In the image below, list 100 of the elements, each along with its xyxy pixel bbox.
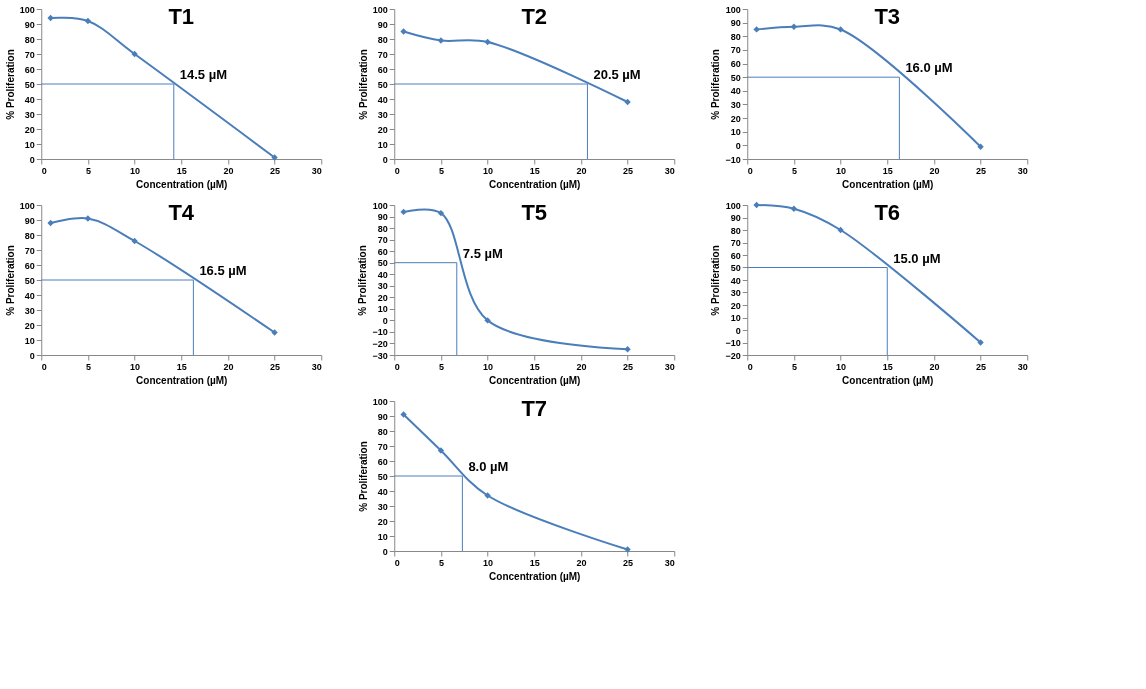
y-tick-label: −10 <box>725 338 741 348</box>
y-tick-label: 10 <box>377 304 388 315</box>
x-tick-label: 0 <box>41 165 47 176</box>
y-tick-label: 60 <box>377 246 388 257</box>
annotation: 7.5 µM <box>462 245 503 261</box>
y-tick-label: −20 <box>372 338 388 349</box>
y-tick-label: 90 <box>24 215 35 226</box>
x-tick-label: 0 <box>394 361 400 372</box>
point <box>271 154 278 161</box>
y-tick-label: 30 <box>24 305 35 316</box>
x-tick-label: 10 <box>836 165 847 176</box>
x-tick-label: 5 <box>791 361 797 372</box>
x-tick-label: 5 <box>85 165 91 176</box>
y-tick-label: 60 <box>24 64 35 75</box>
y-tick-label: 80 <box>24 34 35 45</box>
y-tick-label: 40 <box>377 486 388 497</box>
point <box>977 143 984 150</box>
annotation: 8.0 µM <box>468 459 509 474</box>
point <box>400 208 407 216</box>
point <box>790 23 798 30</box>
x-tick-label: 20 <box>576 361 587 372</box>
annotation: 15.0 µM <box>893 250 941 266</box>
chart-title: T1 <box>168 4 195 29</box>
y-tick-label: −10 <box>725 154 741 165</box>
x-tick-label: 20 <box>223 165 234 176</box>
point <box>484 38 491 46</box>
x-tick-label: 30 <box>664 165 675 176</box>
y-tick-label: 50 <box>377 471 388 482</box>
point <box>753 201 760 209</box>
annotation: 16.5 µM <box>199 263 247 278</box>
y-tick-label: 20 <box>24 124 35 135</box>
x-tick-label: 15 <box>529 165 540 176</box>
y-tick-label: 30 <box>377 501 388 512</box>
x-tick-label: 0 <box>394 165 400 176</box>
x-tick-label: 0 <box>747 361 753 372</box>
x-tick-label: 25 <box>623 165 634 176</box>
y-tick-label: 90 <box>730 213 741 223</box>
y-tick-label: 100 <box>372 200 388 211</box>
y-axis-title: % Proliferation <box>4 49 16 120</box>
x-axis-title: Concentration (µM) <box>489 178 581 190</box>
y-tick-label: 20 <box>377 292 388 303</box>
y-tick-label: 100 <box>19 4 35 15</box>
x-axis-title: Concentration (µM) <box>136 178 228 190</box>
y-tick-label: 50 <box>24 275 35 286</box>
x-tick-label: 15 <box>882 165 893 176</box>
point <box>47 219 54 227</box>
y-tick-label: 20 <box>377 516 388 527</box>
y-axis-title: % Proliferation <box>4 245 16 316</box>
y-tick-label: 60 <box>377 64 388 75</box>
y-tick-label: 100 <box>372 396 388 407</box>
y-tick-label: 10 <box>24 139 35 150</box>
y-tick-label: 40 <box>377 94 388 105</box>
y-tick-label: 70 <box>24 245 35 256</box>
y-tick-label: 40 <box>24 94 35 105</box>
y-tick-label: 0 <box>382 315 388 326</box>
y-tick-label: 60 <box>730 250 741 261</box>
y-tick-label: 80 <box>730 31 741 42</box>
y-tick-label: 50 <box>730 263 741 273</box>
y-tick-label: 10 <box>730 127 741 138</box>
annotation: 20.5 µM <box>593 67 641 82</box>
y-tick-label: −10 <box>372 327 388 338</box>
point <box>84 17 92 25</box>
x-tick-label: 15 <box>529 557 540 568</box>
y-tick-label: 90 <box>730 18 741 29</box>
chart-title: T2 <box>521 4 548 29</box>
point <box>484 492 491 499</box>
y-tick-label: 20 <box>24 320 35 331</box>
x-tick-label: 5 <box>438 165 444 176</box>
y-tick-label: 30 <box>377 109 388 120</box>
y-tick-label: 0 <box>382 546 388 557</box>
y-tick-label: 60 <box>24 260 35 271</box>
y-tick-label: 100 <box>725 200 741 211</box>
x-axis-title: Concentration (µM) <box>842 374 934 386</box>
x-tick-label: 10 <box>130 165 141 176</box>
y-tick-label: 10 <box>730 313 741 323</box>
chart-title: T7 <box>521 396 548 421</box>
y-tick-label: 0 <box>735 325 741 336</box>
y-tick-label: 70 <box>24 49 35 60</box>
y-tick-label: 20 <box>730 300 741 311</box>
x-tick-label: 5 <box>438 557 444 568</box>
x-tick-label: 25 <box>270 361 281 372</box>
y-tick-label: −20 <box>725 350 741 361</box>
chart-title: T6 <box>874 200 901 225</box>
x-axis-title: Concentration (µM) <box>136 374 228 386</box>
x-tick-label: 30 <box>1017 165 1028 176</box>
x-tick-label: 10 <box>483 557 494 568</box>
y-tick-label: 80 <box>377 223 388 234</box>
y-axis-title: % Proliferation <box>710 49 722 120</box>
y-tick-label: 30 <box>730 288 741 298</box>
y-tick-label: 10 <box>377 531 388 542</box>
y-tick-label: 50 <box>377 258 388 269</box>
x-tick-label: 0 <box>41 361 47 372</box>
y-axis-title: % Proliferation <box>357 245 369 316</box>
point <box>437 37 445 44</box>
y-tick-label: −30 <box>372 350 388 361</box>
y-tick-label: 0 <box>382 154 388 165</box>
chart-title: T3 <box>874 4 901 29</box>
y-tick-label: 50 <box>377 79 388 90</box>
point <box>624 546 631 553</box>
y-axis-title: % Proliferation <box>710 245 722 316</box>
